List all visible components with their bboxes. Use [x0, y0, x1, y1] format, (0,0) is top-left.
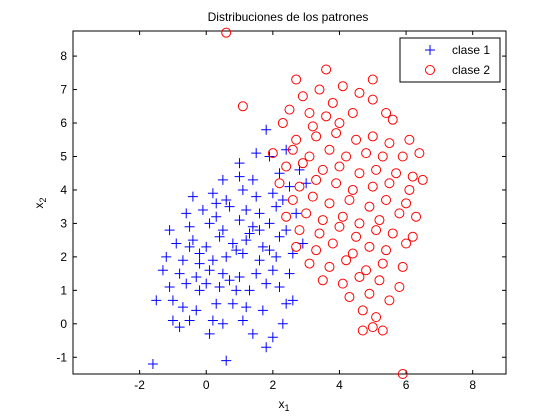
x-tick-label: 8: [469, 378, 476, 392]
x-tick-label: 2: [270, 378, 277, 392]
y-tick-label: 8: [60, 49, 67, 63]
y-tick-label: 0: [60, 317, 67, 331]
y-tick-label: 5: [60, 149, 67, 163]
y-tick-label: 7: [60, 83, 67, 97]
chart-title: Distribuciones de los patrones: [208, 10, 369, 24]
x-tick-label: 0: [203, 378, 210, 392]
y-tick-label: 2: [60, 250, 67, 264]
x-tick-label: 4: [336, 378, 343, 392]
legend-label-clase-1: clase 1: [452, 43, 490, 57]
y-tick-label: 3: [60, 216, 67, 230]
x-tick-label: 6: [403, 378, 410, 392]
y-tick-label: 1: [60, 283, 67, 297]
y-tick-label: -1: [56, 350, 67, 364]
y-tick-label: 4: [60, 183, 67, 197]
legend: clase 1 clase 2: [400, 38, 500, 82]
legend-label-clase-2: clase 2: [452, 63, 490, 77]
x-tick-label: -2: [134, 378, 145, 392]
y-tick-label: 6: [60, 116, 67, 130]
